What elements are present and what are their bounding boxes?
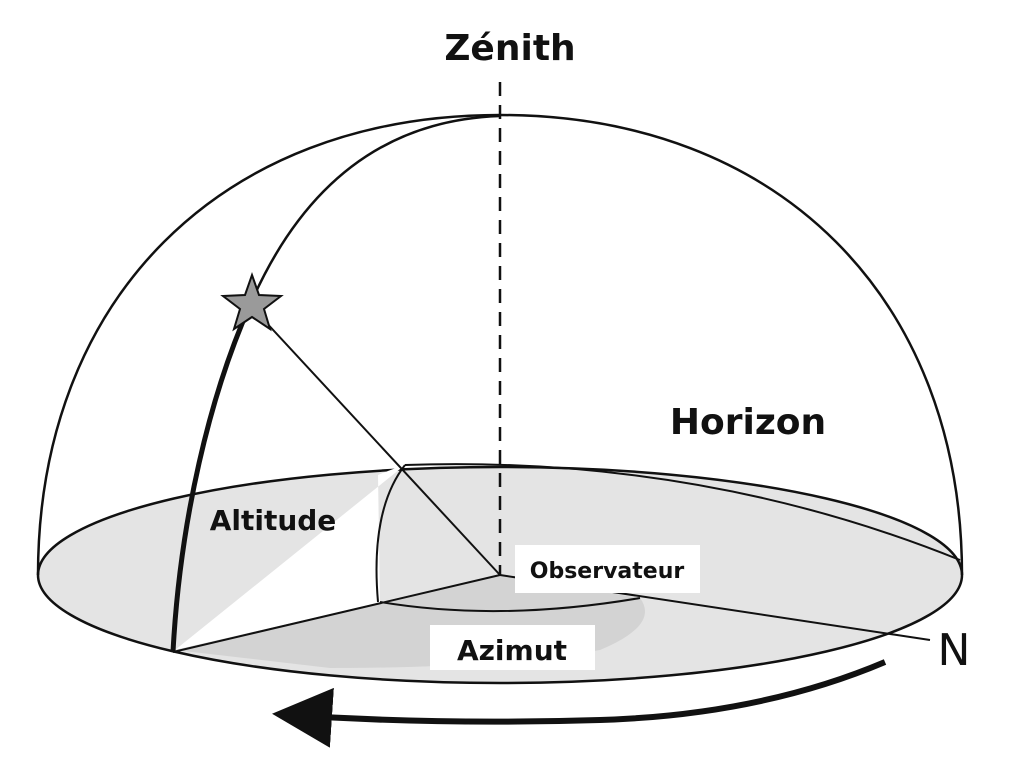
- vertical-circle-arc: [248, 114, 501, 306]
- line-of-sight: [249, 304, 501, 576]
- plane-back-edge: [404, 463, 961, 561]
- zenith-label: Zénith: [444, 28, 575, 69]
- star-azimuth-line: [172, 574, 501, 653]
- star-icon: [220, 271, 284, 332]
- horizon-label: Horizon: [670, 402, 826, 443]
- altitude-label: Altitude: [210, 504, 337, 537]
- plane-inner-white: [175, 465, 500, 650]
- azimuth-label-background: [430, 625, 595, 670]
- altitude-angle-arc: [375, 464, 406, 603]
- north-label: N: [938, 625, 971, 676]
- azimuth-angle-arc: [379, 597, 641, 613]
- azimuth-label: Azimut: [457, 634, 567, 667]
- observer-label-background: [515, 545, 700, 593]
- altitude-arc: [170, 303, 253, 653]
- arrow-left-icon: [272, 659, 887, 748]
- observer-label: Observateur: [530, 559, 685, 584]
